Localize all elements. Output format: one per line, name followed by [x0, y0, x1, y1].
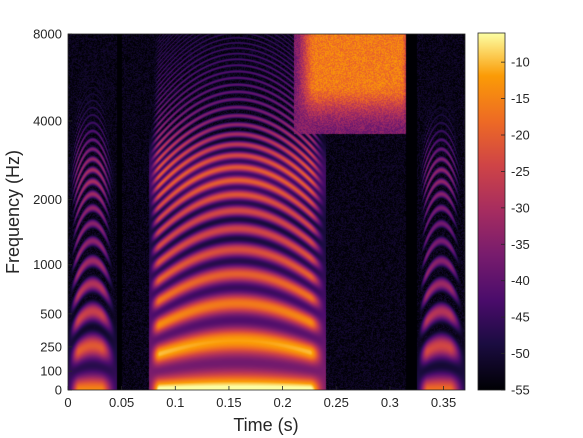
x-tick-label: 0.2 [274, 395, 292, 410]
y-tick-label: 0 [55, 383, 62, 398]
spectrogram-heatmap [68, 34, 465, 390]
y-tick-label: 8000 [33, 27, 62, 42]
colorbar-tick-label: -50 [511, 346, 530, 361]
x-axis-label: Time (s) [233, 415, 298, 435]
colorbar-tick-label: -45 [511, 310, 530, 325]
y-tick-label: 4000 [33, 113, 62, 128]
colorbar-tick-label: -25 [511, 164, 530, 179]
colorbar [477, 32, 506, 391]
colorbar-tick-label: -15 [511, 91, 530, 106]
y-tick-label: 1000 [33, 257, 62, 272]
colorbar-tick-label: -55 [511, 383, 530, 398]
x-tick-label: 0.25 [324, 395, 349, 410]
colorbar-tick-label: -40 [511, 273, 530, 288]
colorbar-tick-label: -30 [511, 200, 530, 215]
x-tick-label: 0.05 [109, 395, 134, 410]
colorbar-tick-label: -35 [511, 237, 530, 252]
y-tick-label: 250 [40, 339, 62, 354]
y-axis-label: Frequency (Hz) [3, 150, 23, 274]
y-tick-label: 2000 [33, 192, 62, 207]
x-tick-label: 0.35 [431, 395, 456, 410]
x-tick-label: 0.3 [381, 395, 399, 410]
y-tick-label: 100 [40, 364, 62, 379]
colorbar-tick-label: -10 [511, 55, 530, 70]
y-tick-label: 500 [40, 306, 62, 321]
colorbar-tick-label: -20 [511, 128, 530, 143]
plot-frame [67, 33, 466, 391]
x-tick-label: 0.15 [216, 395, 241, 410]
x-tick-label: 0 [64, 395, 71, 410]
x-tick-label: 0.1 [166, 395, 184, 410]
